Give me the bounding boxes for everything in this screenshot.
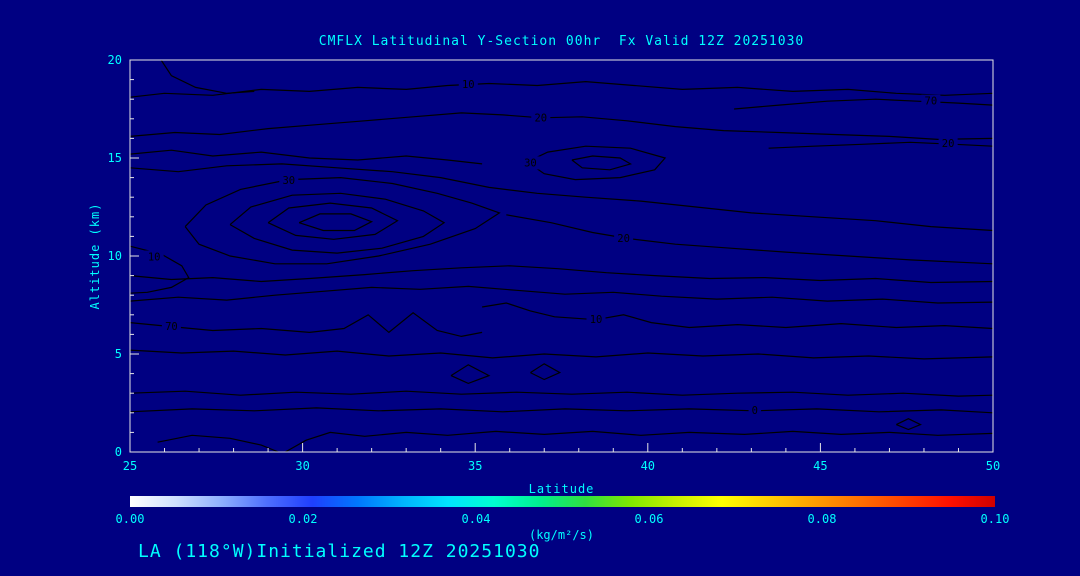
x-tick-label: 50: [986, 459, 1000, 473]
contour-line: [298, 213, 374, 232]
contour-line: [129, 390, 994, 397]
contour-label: 20: [617, 233, 630, 245]
contour-line: [506, 214, 994, 265]
contour-line: [768, 141, 994, 149]
contour-label-patch: [921, 94, 941, 108]
y-tick-label: 10: [108, 249, 122, 263]
contour-label: 10: [590, 314, 603, 326]
colorbar-tick-labels: 0.00 0.02 0.04 0.06 0.08 0.10: [116, 512, 1010, 526]
colorbar-tick-label: 0.06: [634, 512, 664, 526]
y-tick-label: 5: [115, 347, 122, 361]
contour-line: [129, 80, 994, 98]
contour-label-patch: [520, 156, 540, 170]
contour-label-patch: [144, 250, 164, 264]
x-tick-label: 45: [813, 459, 827, 473]
y-tick-label: 20: [108, 53, 122, 67]
plot-frame: [129, 59, 994, 453]
contour-label: 30: [282, 175, 295, 187]
x-tick-label: 30: [295, 459, 309, 473]
contour-label: 70: [165, 321, 178, 333]
colorbar: [130, 496, 995, 507]
contour-line: [229, 192, 446, 254]
plot-title: CMFLX Latitudinal Y-Section 00hr Fx Vali…: [318, 34, 805, 49]
y-tick-label: 0: [115, 445, 122, 459]
colorbar-tick-label: 0.00: [115, 512, 145, 526]
contour-label-patch: [279, 174, 299, 188]
contour-label: 10: [462, 79, 475, 91]
contour-line: [267, 202, 399, 240]
contour-label: 70: [925, 96, 938, 108]
contour-line: [530, 363, 562, 381]
contour-label: 10: [148, 251, 161, 263]
contour-line: [129, 149, 483, 165]
contour-line: [896, 418, 922, 431]
contour-line: [482, 302, 994, 330]
contour-label: 20: [942, 138, 955, 150]
colorbar-units-label: (kg/m²/s): [528, 528, 595, 542]
contour-line: [157, 434, 279, 453]
contour-label-patch: [938, 136, 958, 150]
contour-label: 20: [534, 112, 547, 124]
contour-label: 0: [752, 405, 758, 417]
colorbar-tick-label: 0.02: [288, 512, 318, 526]
contour-line: [129, 163, 994, 232]
colorbar-tick-label: 0.08: [807, 512, 837, 526]
contour-line: [129, 349, 994, 360]
colorbar-tick-label: 0.10: [980, 512, 1010, 526]
colorbar-tick-label: 0.04: [461, 512, 491, 526]
contour-label-patch: [748, 403, 762, 417]
contour-line: [129, 265, 994, 284]
contour-label-patch: [531, 111, 551, 125]
contour-line: [184, 176, 501, 265]
x-tick-label: 35: [468, 459, 482, 473]
x-axis-title: Latitude: [528, 482, 595, 496]
contour-label-patch: [161, 320, 181, 334]
contour-label-patch: [614, 231, 634, 245]
contour-label-patch: [458, 78, 478, 91]
contour-line: [129, 407, 994, 414]
contour-line: [571, 155, 633, 171]
contour-label: 30: [524, 157, 537, 169]
contour-line: [160, 59, 255, 94]
contour-line: [734, 98, 994, 110]
contour-line: [285, 430, 994, 453]
y-tick-label: 15: [108, 151, 122, 165]
contour-label-patch: [586, 313, 606, 327]
x-tick-label: 25: [123, 459, 137, 473]
x-tick-label: 40: [641, 459, 655, 473]
init-caption: LA (118°W)Initialized 12Z 20251030: [138, 541, 541, 562]
contour-line: [129, 312, 483, 338]
contour-line: [450, 364, 491, 385]
y-axis-title-text: Altitude (km): [88, 202, 102, 310]
contour-line: [129, 285, 994, 304]
contour-line: [129, 112, 994, 141]
contour-line: [526, 145, 667, 181]
